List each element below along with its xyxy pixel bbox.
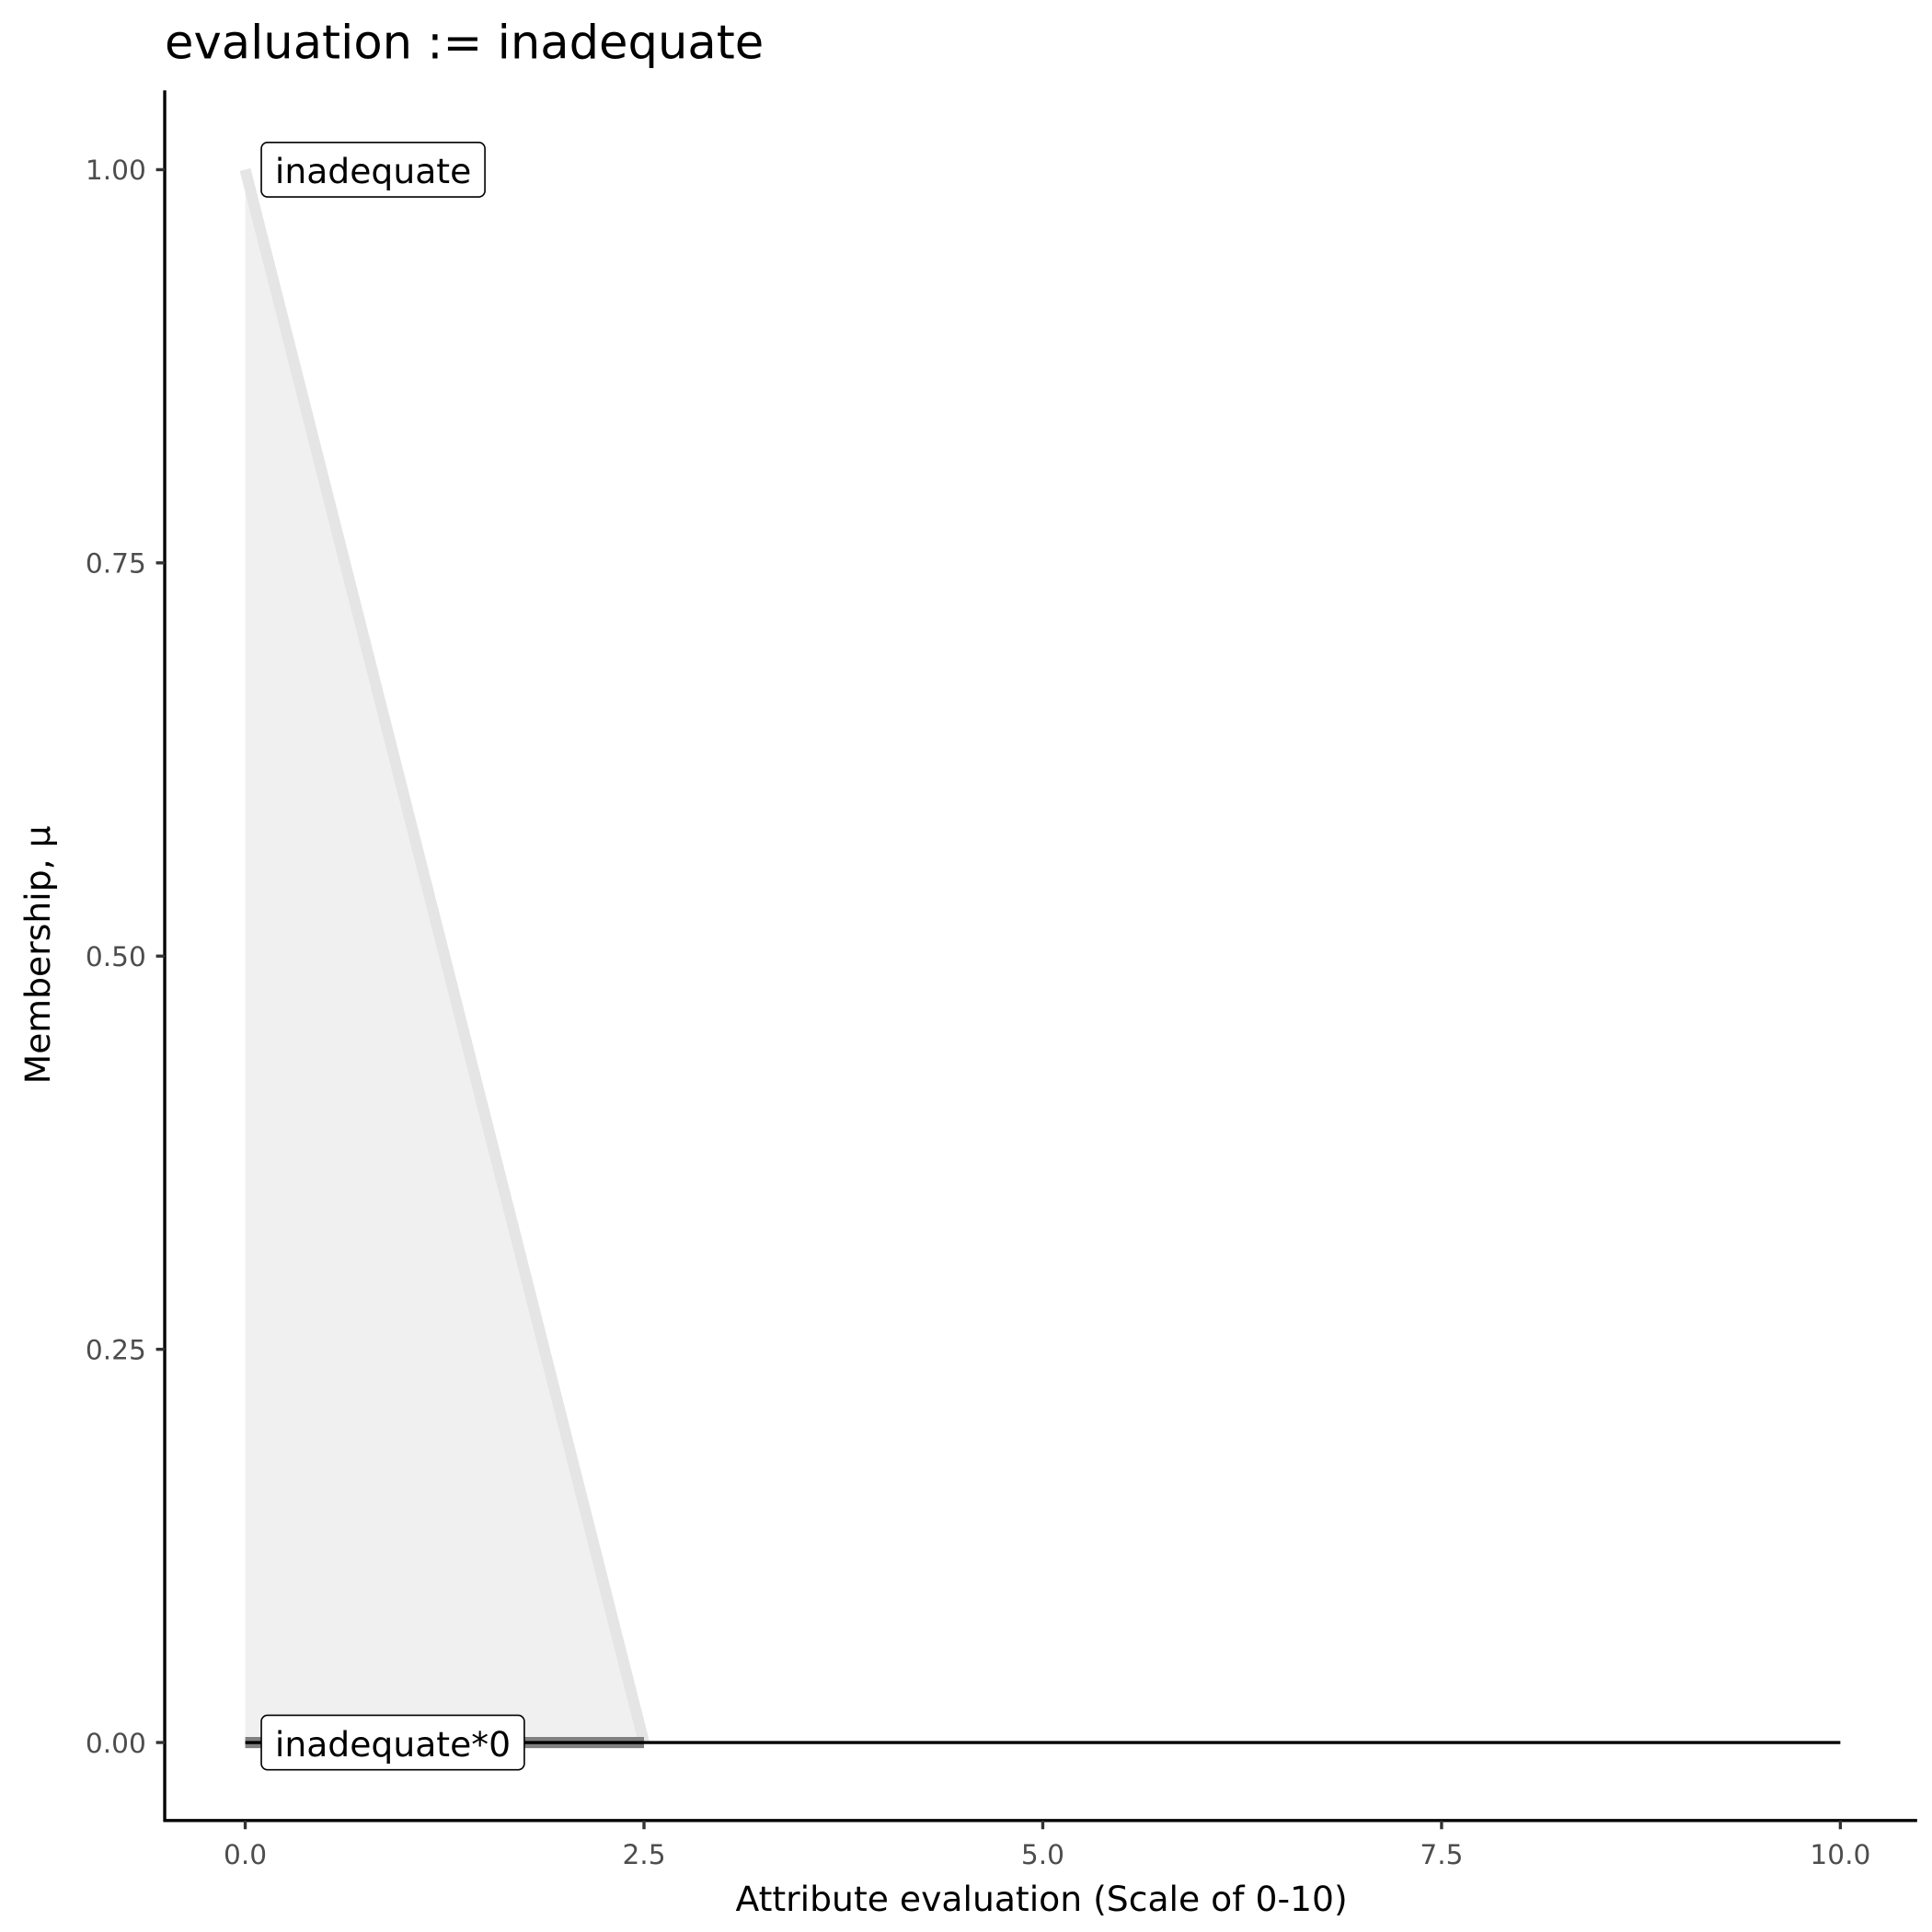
annotation-box — [260, 142, 486, 198]
inadequate-line — [239, 167, 650, 1744]
y-tick-label: 0.25 — [86, 1334, 146, 1365]
y-tick-label: 0.50 — [86, 941, 146, 972]
x-tick-label: 7.5 — [1420, 1839, 1463, 1870]
y-tick-label: 0.00 — [86, 1728, 146, 1759]
annotation-text: inadequate — [275, 151, 471, 191]
x-tick-label: 2.5 — [622, 1839, 665, 1870]
x-tick-label: 10.0 — [1810, 1839, 1870, 1870]
annotation-label: inadequate*0 — [260, 1714, 525, 1771]
x-tick-label: 5.0 — [1021, 1839, 1064, 1870]
annotation-label: inadequate — [260, 142, 486, 198]
annotation-text: inadequate*0 — [275, 1724, 511, 1765]
x-axis-title: Attribute evaluation (Scale of 0-10) — [736, 1879, 1348, 1919]
y-tick-label: 1.00 — [86, 155, 146, 186]
chart-title: evaluation := inadequate — [165, 16, 764, 70]
y-tick-label: 0.75 — [86, 548, 146, 580]
annotation-box — [260, 1714, 525, 1771]
y-axis-title: Membership, μ — [17, 825, 58, 1084]
x-tick-label: 0.0 — [224, 1839, 267, 1870]
